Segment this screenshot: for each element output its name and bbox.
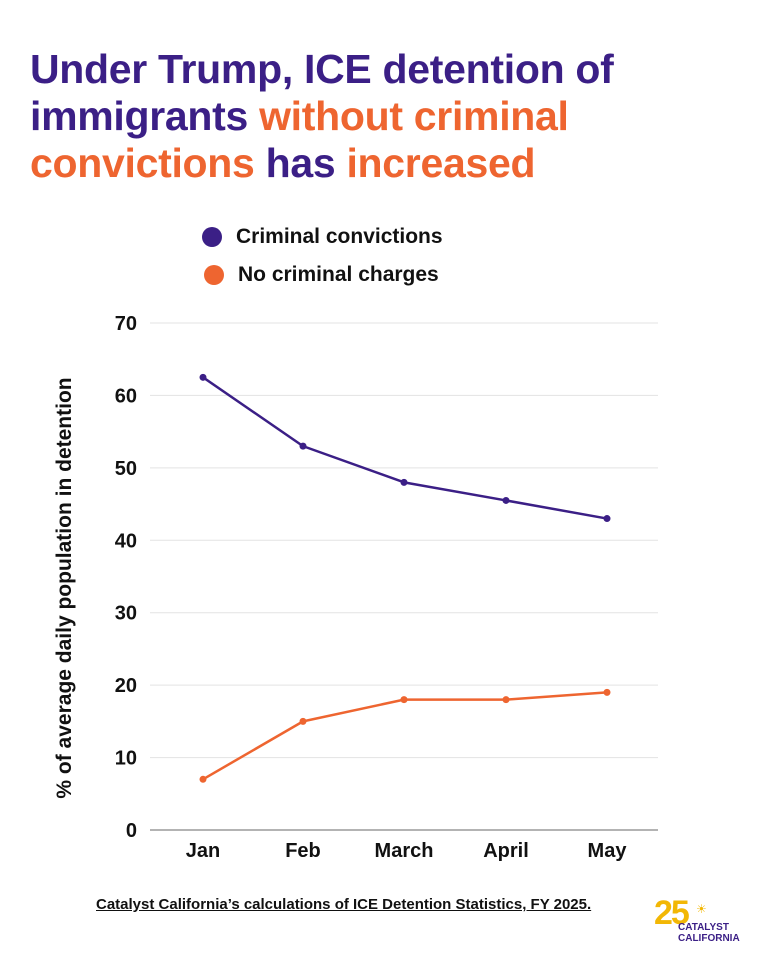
legend: Criminal convictions No criminal charges xyxy=(202,218,443,294)
legend-item: No criminal charges xyxy=(204,256,443,294)
y-tick-label: 40 xyxy=(115,530,137,552)
legend-label: No criminal charges xyxy=(238,263,439,286)
data-point xyxy=(603,688,611,696)
legend-item: Criminal convictions xyxy=(202,218,443,256)
x-tick-label: Jan xyxy=(186,840,220,862)
title-text: has xyxy=(254,140,347,186)
title-highlight: increased xyxy=(346,140,536,186)
y-tick-label: 70 xyxy=(115,313,137,335)
legend-dot-icon xyxy=(202,227,222,247)
y-tick-label: 20 xyxy=(115,675,137,697)
y-tick-label: 50 xyxy=(115,458,137,480)
data-point xyxy=(199,775,207,783)
source-note: Catalyst California’s calculations of IC… xyxy=(96,896,592,913)
logo-line-2: CALIFORNIA xyxy=(678,933,740,944)
chart-title: Under Trump, ICE detention of immigrants… xyxy=(30,46,750,187)
data-point xyxy=(299,442,307,450)
data-point xyxy=(299,717,307,725)
sun-icon: ☀ xyxy=(696,902,707,916)
y-tick-label: 30 xyxy=(115,603,137,625)
y-tick-label: 10 xyxy=(115,748,137,770)
data-point xyxy=(603,515,611,523)
series-line xyxy=(202,376,608,520)
logo-line-1: CATALYST xyxy=(678,922,729,933)
catalyst-california-logo: 25 ☀ CATALYST CALIFORNIA xyxy=(654,896,744,950)
x-tick-label: Feb xyxy=(285,840,321,862)
data-point xyxy=(199,373,207,381)
data-point xyxy=(400,696,408,704)
data-point xyxy=(502,696,510,704)
x-tick-label: May xyxy=(588,840,628,862)
y-axis-label: % of average daily population in detenti… xyxy=(53,377,76,798)
title-highlight: without criminal convictions xyxy=(30,93,569,186)
series-line xyxy=(202,691,608,781)
legend-dot-icon xyxy=(204,265,224,285)
data-point xyxy=(400,478,408,486)
y-tick-label: 60 xyxy=(115,385,137,407)
x-tick-label: March xyxy=(375,840,434,862)
title-text: Under Trump, ICE detention of immigrants xyxy=(30,46,614,139)
logo-number: 25 xyxy=(654,894,690,932)
x-tick-label: April xyxy=(483,840,529,862)
y-tick-label: 0 xyxy=(126,820,137,842)
data-point xyxy=(502,496,510,504)
legend-label: Criminal convictions xyxy=(236,225,443,248)
